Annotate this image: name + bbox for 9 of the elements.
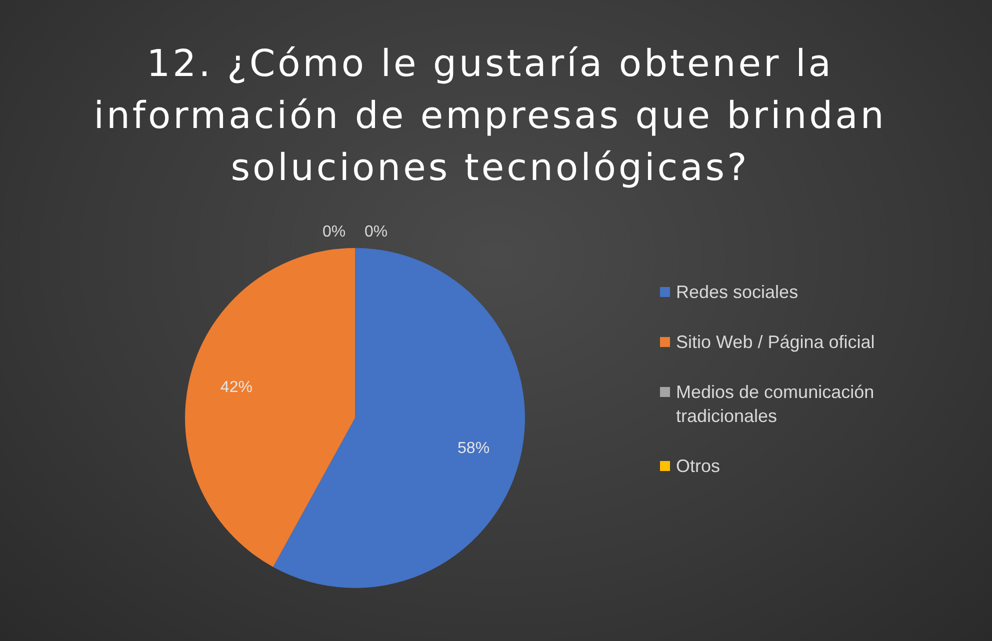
- text: 0%: [364, 223, 388, 240]
- legend-label: Otros: [676, 455, 722, 478]
- data-label: 42%: [220, 378, 252, 396]
- legend-label: Medios de comunicación tradicionales: [676, 381, 876, 428]
- legend-label: Sitio Web / Página oficial: [676, 331, 876, 354]
- text: 0%: [322, 223, 346, 240]
- data-label: 58%: [458, 440, 490, 457]
- legend-label: Redes sociales: [676, 281, 800, 304]
- chart-title: 12. ¿Cómo le gustaría obtener la información de empresas que brindan soluciones tecnológicas?: [92, 41, 888, 191]
